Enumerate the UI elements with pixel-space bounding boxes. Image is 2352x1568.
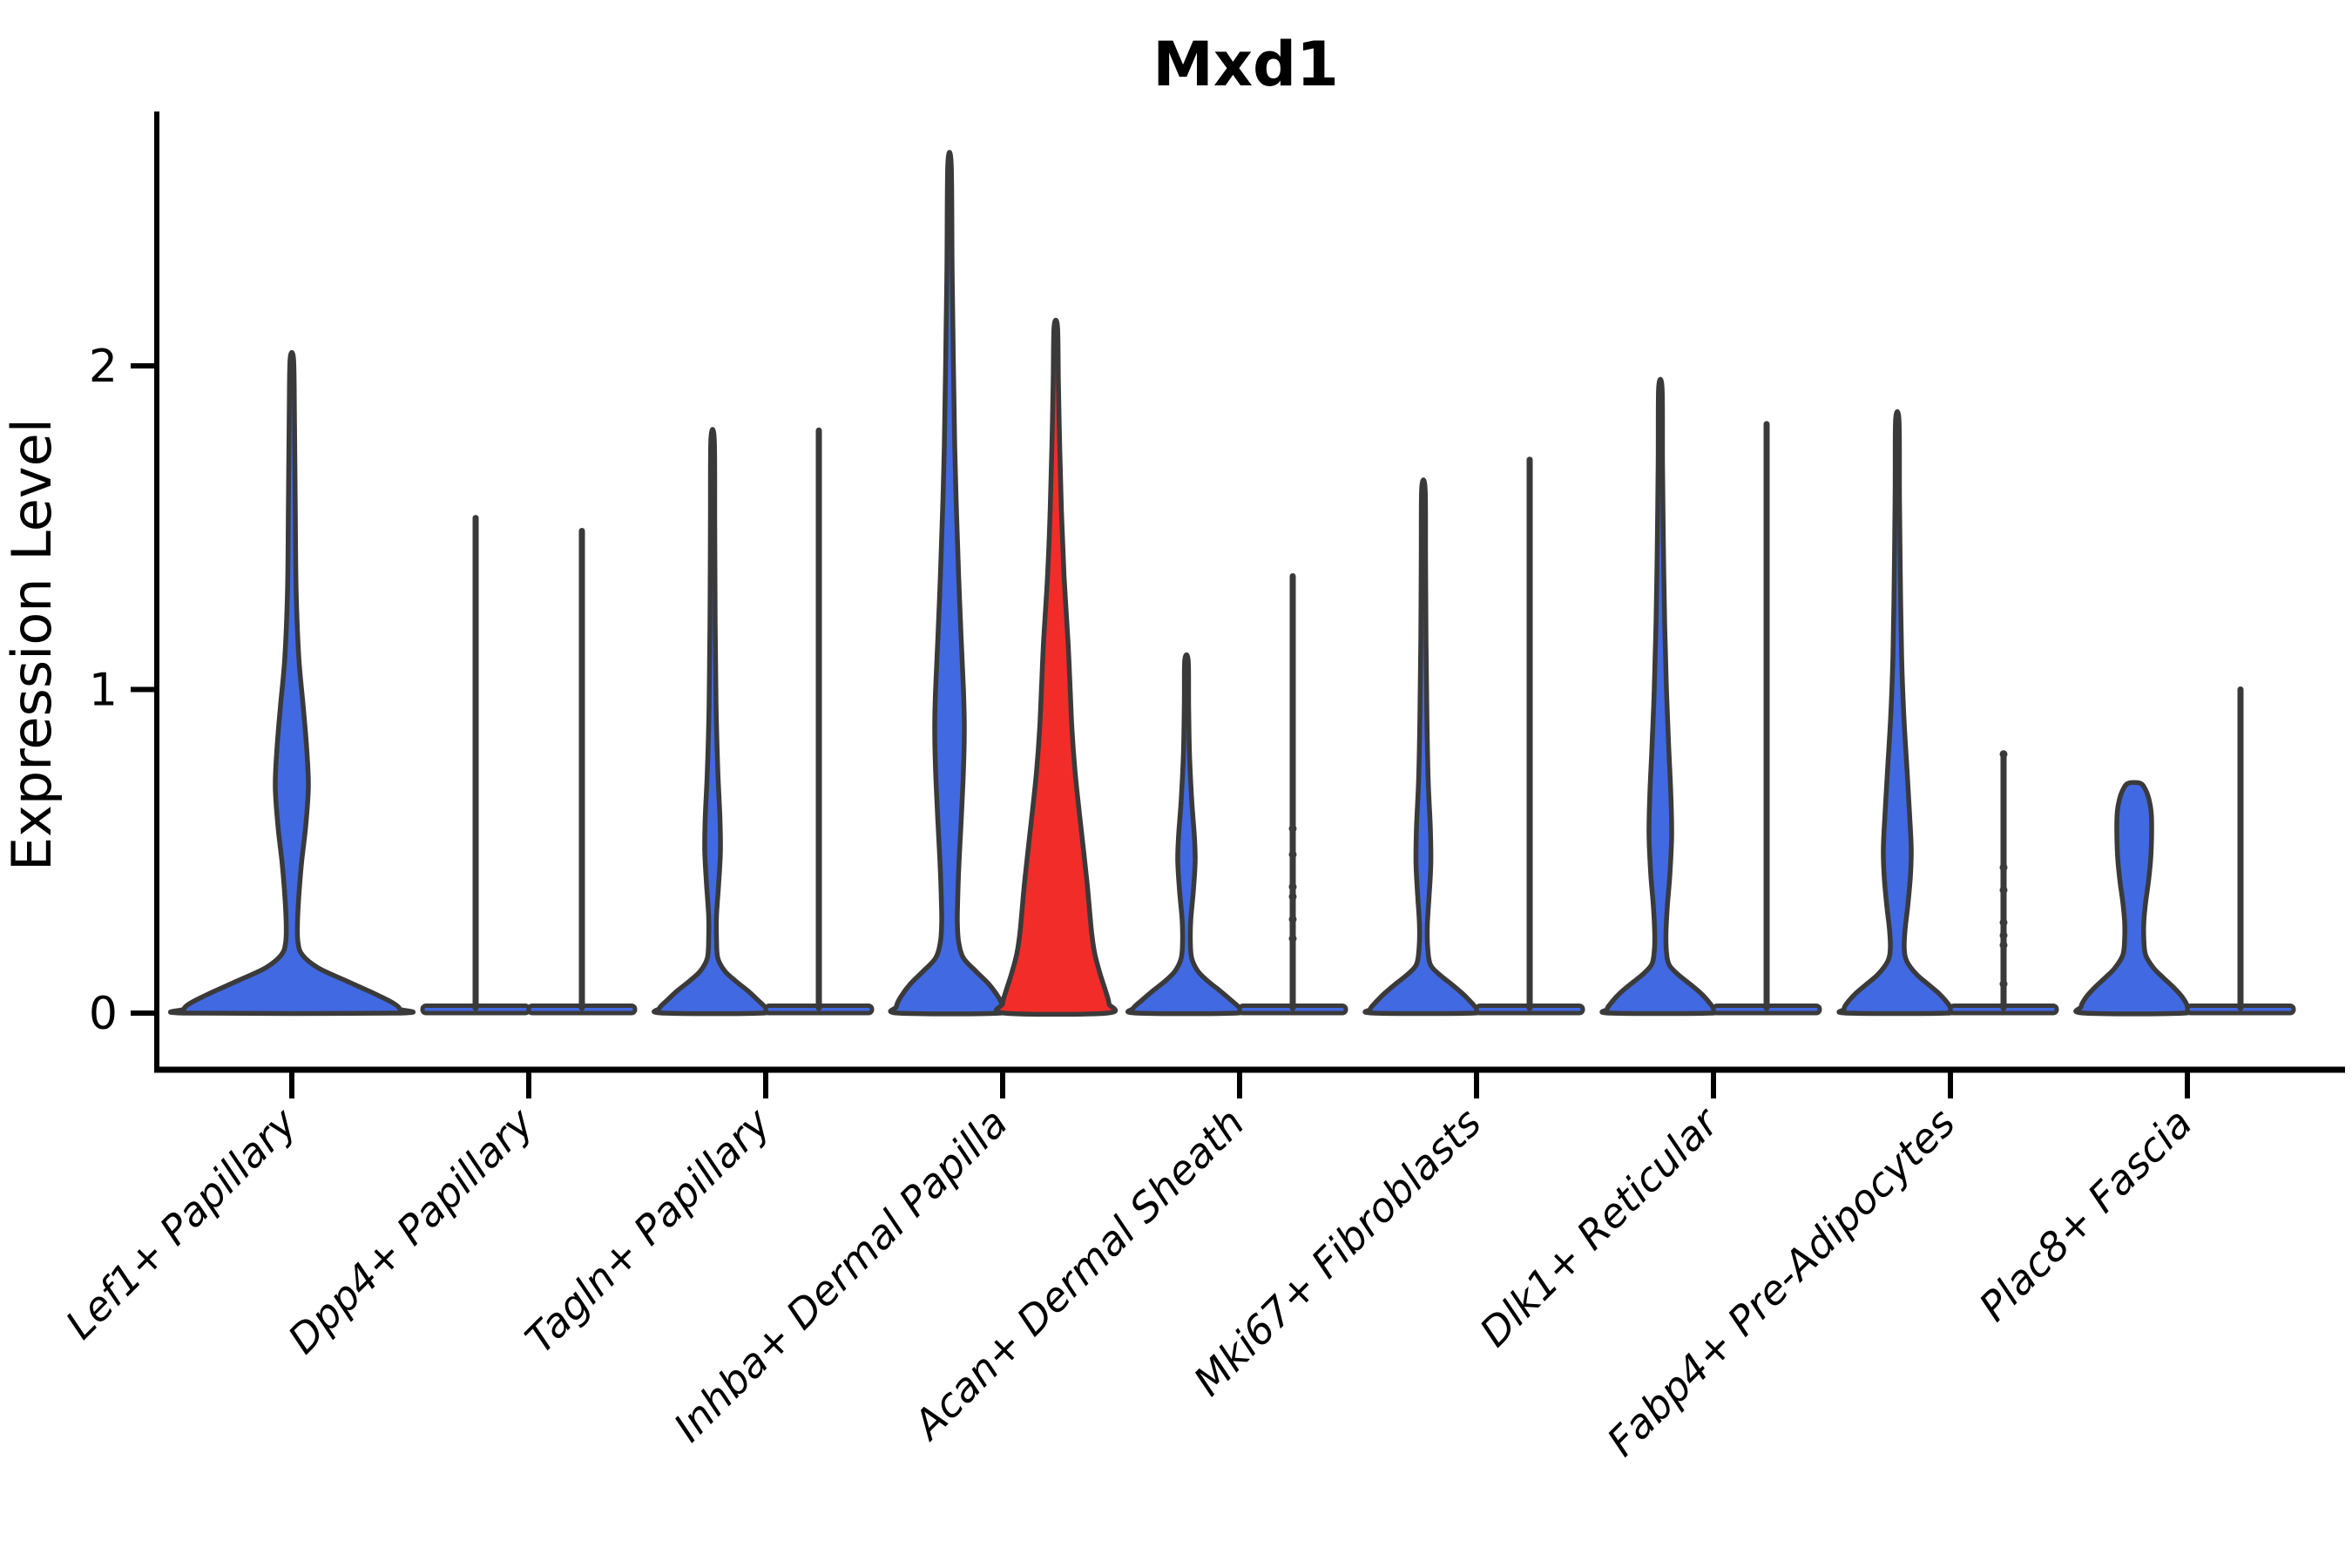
violin-fabp4-pre-adipocytes-cond2-expression-dot-3 bbox=[1999, 918, 2008, 927]
y-axis-label: Expression Level bbox=[0, 418, 64, 871]
violin-mki67-fibroblasts-cond1 bbox=[1362, 477, 1484, 1017]
violins-layer bbox=[168, 150, 2296, 1017]
violin-acan-dermal-sheath-cond2-expression-dot-2 bbox=[1288, 882, 1297, 891]
violin-fabp4-pre-adipocytes-cond2-expression-dot-1 bbox=[1999, 863, 2008, 872]
violin-fabp4-pre-adipocytes-cond2-expression-dot-5 bbox=[1999, 941, 2008, 950]
y-tick-label-1: 1 bbox=[89, 665, 118, 717]
violin-tagln-papillary-cond1 bbox=[652, 427, 774, 1017]
violin-fabp4-pre-adipocytes-cond2-expression-dot-6 bbox=[1999, 980, 2008, 989]
violin-inhba-dermal-papilla-cond1 bbox=[888, 150, 1011, 1017]
violin-acan-dermal-sheath-cond2-expression-dot-1 bbox=[1288, 850, 1297, 859]
violin-plac8-fascia-cond1 bbox=[2073, 780, 2195, 1017]
y-tick-label-0: 0 bbox=[89, 988, 118, 1040]
violin-inhba-dermal-papilla-cond2 bbox=[993, 317, 1119, 1017]
violin-acan-dermal-sheath-cond2-expression-dot-3 bbox=[1288, 892, 1297, 901]
x-tick-label-lef1-papillary: Lef1+ Papillary bbox=[57, 1098, 306, 1348]
chart-title: Mxd1 bbox=[1152, 29, 1339, 100]
violin-fabp4-pre-adipocytes-cond2-expression-dot-4 bbox=[1999, 931, 2008, 940]
x-tick-label-dlk1-reticular: Dlk1+ Reticular bbox=[1470, 1097, 1729, 1355]
violin-fabp4-pre-adipocytes-cond2-expression-dot-0 bbox=[1999, 750, 2008, 759]
y-tick-label-2: 2 bbox=[89, 341, 118, 393]
violin-lef1-papillary-cond1 bbox=[168, 349, 416, 1017]
x-tick-label-tagln-papillary: Tagln+ Papillary bbox=[516, 1098, 780, 1362]
violin-acan-dermal-sheath-cond2-expression-dot-0 bbox=[1288, 824, 1297, 833]
violin-acan-dermal-sheath-cond1 bbox=[1125, 652, 1247, 1017]
violin-fabp4-pre-adipocytes-cond1 bbox=[1836, 409, 1958, 1017]
violin-fabp4-pre-adipocytes-cond2-expression-dot-2 bbox=[1999, 886, 2008, 895]
x-tick-label-plac8-fascia: Plac8+ Fascia bbox=[1970, 1099, 2200, 1330]
axes: 0 1 2 bbox=[89, 112, 2345, 1098]
violin-acan-dermal-sheath-cond2-expression-dot-4 bbox=[1288, 915, 1297, 923]
violin-acan-dermal-sheath-cond2-expression-dot-5 bbox=[1288, 935, 1297, 943]
x-tick-label-dpp4-papillary: Dpp4+ Papillary bbox=[279, 1098, 543, 1362]
violin-dlk1-reticular-cond1 bbox=[1599, 376, 1721, 1017]
